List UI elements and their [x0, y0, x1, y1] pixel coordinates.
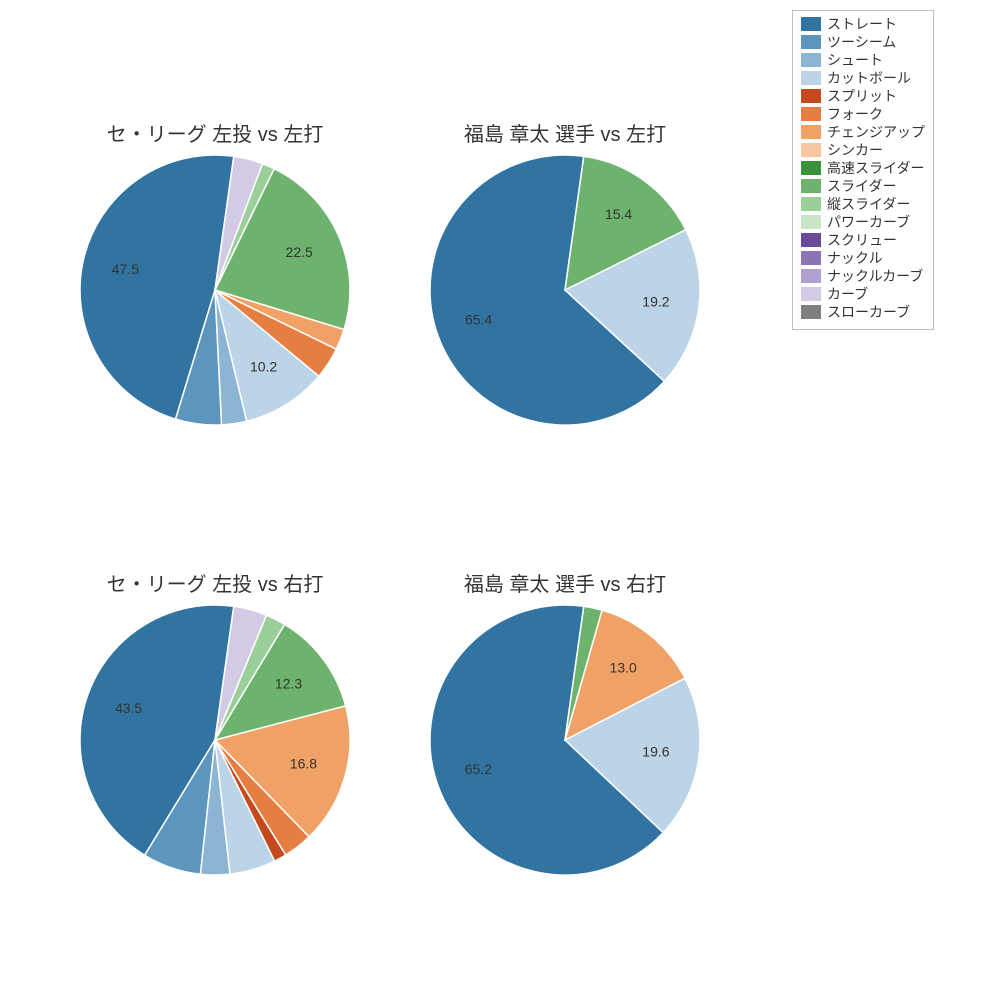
legend-item: スライダー	[801, 179, 925, 193]
legend-label: ストレート	[827, 17, 897, 31]
legend-item: 縦スライダー	[801, 197, 925, 211]
legend-item: スクリュー	[801, 233, 925, 247]
legend-label: チェンジアップ	[827, 125, 925, 139]
slice-label: 47.5	[112, 261, 139, 277]
slice-label: 65.4	[465, 312, 492, 328]
legend-item: ナックルカーブ	[801, 269, 925, 283]
legend-label: ナックル	[827, 251, 883, 265]
legend-label: スローカーブ	[827, 305, 910, 319]
legend-item: フォーク	[801, 107, 925, 121]
legend-item: 高速スライダー	[801, 161, 925, 175]
legend-item: パワーカーブ	[801, 215, 925, 229]
legend-label: ナックルカーブ	[827, 269, 923, 283]
legend-item: シンカー	[801, 143, 925, 157]
legend-label: ツーシーム	[827, 35, 896, 49]
slice-label: 16.8	[290, 755, 317, 771]
legend-item: ストレート	[801, 17, 925, 31]
legend-label: 縦スライダー	[827, 197, 910, 211]
slice-label: 13.0	[610, 660, 637, 676]
chart-tr: 65.4 19.2 15.4	[410, 135, 720, 445]
legend-label: カットボール	[827, 71, 911, 85]
legend-label: シンカー	[827, 143, 883, 157]
legend-item: スプリット	[801, 89, 925, 103]
slice-label: 22.5	[286, 244, 313, 260]
legend-swatch	[801, 161, 821, 175]
legend-item: チェンジアップ	[801, 125, 925, 139]
legend-swatch	[801, 125, 821, 139]
legend-item: ツーシーム	[801, 35, 925, 49]
slice-label: 12.3	[275, 676, 302, 692]
chart-br: 65.2 19.6 13.0	[410, 585, 720, 895]
legend-swatch	[801, 269, 821, 283]
chart-tl: 47.5 10.2 22.5	[60, 135, 370, 445]
legend-swatch	[801, 71, 821, 85]
legend-swatch	[801, 251, 821, 265]
legend-swatch	[801, 179, 821, 193]
legend-label: カーブ	[827, 287, 868, 301]
legend-label: スライダー	[827, 179, 896, 193]
slice-label: 19.2	[642, 293, 669, 309]
chart-bl: 43.5 16.8 12.3	[60, 585, 370, 895]
legend-label: 高速スライダー	[827, 161, 924, 175]
legend-label: フォーク	[827, 107, 883, 121]
slice-label: 19.6	[642, 743, 669, 759]
legend-item: ナックル	[801, 251, 925, 265]
slice-label: 43.5	[115, 700, 142, 716]
legend-swatch	[801, 305, 821, 319]
legend-swatch	[801, 89, 821, 103]
legend-swatch	[801, 287, 821, 301]
legend-swatch	[801, 143, 821, 157]
legend-item: シュート	[801, 53, 925, 67]
legend-swatch	[801, 53, 821, 67]
legend-label: シュート	[827, 53, 883, 67]
slice-label: 65.2	[465, 761, 492, 777]
legend-label: スプリット	[827, 89, 897, 103]
legend-swatch	[801, 215, 821, 229]
legend-item: スローカーブ	[801, 305, 925, 319]
legend-label: パワーカーブ	[827, 215, 910, 229]
legend-swatch	[801, 233, 821, 247]
legend-item: カーブ	[801, 287, 925, 301]
legend-label: スクリュー	[827, 233, 897, 247]
slice-label: 10.2	[250, 359, 277, 375]
chart-grid: セ・リーグ 左投 vs 左打福島 章太 選手 vs 左打セ・リーグ 左投 vs …	[0, 0, 1000, 1000]
legend-swatch	[801, 17, 821, 31]
legend-swatch	[801, 197, 821, 211]
legend: ストレートツーシームシュートカットボールスプリットフォークチェンジアップシンカー…	[792, 10, 934, 330]
legend-swatch	[801, 107, 821, 121]
legend-item: カットボール	[801, 71, 925, 85]
slice-label: 15.4	[605, 206, 632, 222]
legend-swatch	[801, 35, 821, 49]
